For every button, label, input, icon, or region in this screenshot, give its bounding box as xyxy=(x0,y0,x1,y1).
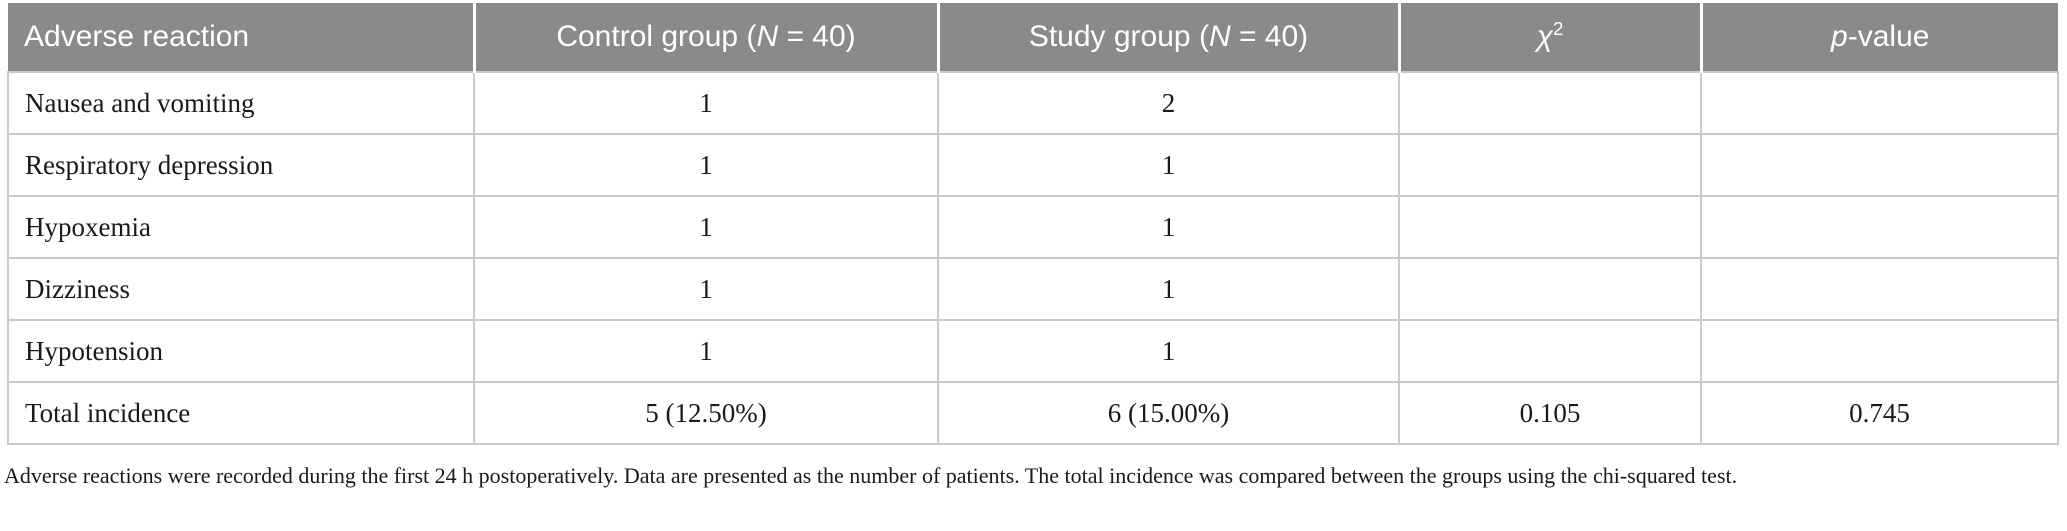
control-value-cell: 5 (12.50%) xyxy=(473,381,939,445)
study-value-cell: 2 xyxy=(937,71,1400,135)
table-header-row: Adverse reaction Control group (N = 40) … xyxy=(8,3,2058,72)
header-study-post: = 40) xyxy=(1230,20,1309,53)
chi2-value-cell xyxy=(1398,319,1702,383)
table-footnote: Adverse reactions were recorded during t… xyxy=(4,463,1738,488)
header-study-n: N xyxy=(1208,20,1231,53)
header-study-pre: Study group ( xyxy=(1028,20,1209,53)
chi2-value-cell xyxy=(1398,195,1702,259)
header-p-value: p-value xyxy=(1699,3,2058,72)
header-adverse-reaction-label: Adverse reaction xyxy=(24,20,250,53)
control-value-cell: 1 xyxy=(473,71,939,135)
chi2-value-cell xyxy=(1398,71,1702,135)
study-value-cell: 6 (15.00%) xyxy=(937,381,1400,445)
chi2-value-cell xyxy=(1398,257,1702,321)
header-control-group: Control group (N = 40) xyxy=(472,3,938,72)
chi-symbol: χ xyxy=(1536,20,1554,53)
control-value-cell: 1 xyxy=(473,195,939,259)
header-control-pre: Control group ( xyxy=(556,20,757,53)
p-value-cell: 0.745 xyxy=(1700,381,2059,445)
header-chi-squared: χ2 xyxy=(1397,3,1701,72)
row-label-cell: Nausea and vomiting xyxy=(7,71,475,135)
p-value-cell xyxy=(1700,319,2059,383)
chi-superscript: 2 xyxy=(1553,18,1564,39)
row-label-cell: Dizziness xyxy=(7,257,475,321)
header-control-post: = 40) xyxy=(778,20,856,53)
p-value-cell xyxy=(1700,195,2059,259)
control-value-cell: 1 xyxy=(473,257,939,321)
study-value-cell: 1 xyxy=(937,257,1400,321)
p-value-cell xyxy=(1700,257,2059,321)
table-row: Nausea and vomiting 1 2 xyxy=(7,71,2059,135)
p-symbol: p xyxy=(1831,20,1848,53)
table-row: Hypotension 1 1 xyxy=(7,319,2059,383)
table-row: Respiratory depression 1 1 xyxy=(7,133,2059,197)
table-row: Hypoxemia 1 1 xyxy=(7,195,2059,259)
adverse-reactions-table: Adverse reaction Control group (N = 40) … xyxy=(7,3,2059,445)
control-value-cell: 1 xyxy=(473,319,939,383)
row-label-cell: Hypotension xyxy=(7,319,475,383)
header-adverse-reaction: Adverse reaction xyxy=(8,3,474,72)
row-label-cell: Hypoxemia xyxy=(7,195,475,259)
p-value-cell xyxy=(1700,133,2059,197)
row-label-cell: Total incidence xyxy=(7,381,475,445)
p-value-suffix: -value xyxy=(1847,20,1930,53)
p-value-cell xyxy=(1700,71,2059,135)
control-value-cell: 1 xyxy=(473,133,939,197)
header-control-n: N xyxy=(756,20,779,53)
study-value-cell: 1 xyxy=(937,195,1400,259)
study-value-cell: 1 xyxy=(937,319,1400,383)
chi2-value-cell: 0.105 xyxy=(1398,381,1702,445)
row-label-cell: Respiratory depression xyxy=(7,133,475,197)
table-row-total: Total incidence 5 (12.50%) 6 (15.00%) 0.… xyxy=(7,381,2059,445)
chi2-value-cell xyxy=(1398,133,1702,197)
header-study-group: Study group (N = 40) xyxy=(936,3,1399,72)
table-row: Dizziness 1 1 xyxy=(7,257,2059,321)
study-value-cell: 1 xyxy=(937,133,1400,197)
